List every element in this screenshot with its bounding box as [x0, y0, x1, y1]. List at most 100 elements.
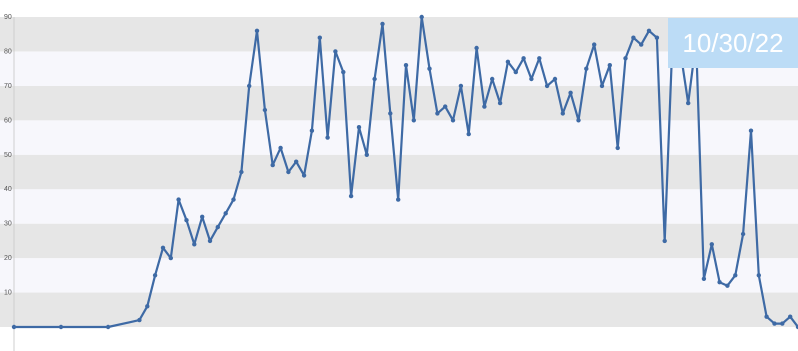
data-point	[662, 238, 667, 244]
data-point	[192, 242, 197, 247]
data-point	[709, 242, 714, 247]
data-point	[286, 169, 291, 175]
data-point	[152, 273, 158, 278]
data-point	[411, 118, 416, 123]
data-point	[262, 107, 268, 113]
data-point	[772, 321, 777, 326]
data-point	[607, 62, 612, 68]
y-tick-label: 30	[4, 221, 12, 228]
data-point	[497, 100, 503, 106]
data-point	[215, 224, 220, 230]
y-axis-tick-labels: 10 20 30 40 50 60 70 80 90	[4, 14, 12, 297]
data-point	[529, 76, 534, 82]
data-point	[568, 90, 573, 96]
data-point	[137, 317, 142, 323]
data-point	[756, 273, 761, 278]
data-point	[490, 76, 495, 82]
data-point	[317, 35, 322, 40]
data-point	[521, 56, 526, 61]
date-label: 10/30/22	[682, 27, 784, 58]
plot-top-margin	[0, 0, 798, 17]
data-point	[435, 111, 440, 116]
data-point	[419, 14, 424, 20]
data-point	[239, 169, 244, 175]
data-point	[341, 69, 346, 75]
data-point	[388, 111, 393, 116]
data-point	[623, 56, 628, 61]
data-point	[686, 100, 691, 106]
y-tick-label: 80	[4, 48, 12, 55]
data-point	[458, 83, 464, 89]
data-point	[294, 159, 299, 164]
data-point	[701, 276, 707, 281]
series-line	[14, 15, 798, 329]
y-tick-label: 60	[4, 117, 12, 124]
data-point	[11, 324, 17, 330]
data-point	[482, 104, 487, 109]
data-point	[176, 197, 181, 202]
data-point	[184, 218, 189, 223]
data-point	[631, 35, 636, 40]
y-tick-label: 40	[4, 186, 12, 193]
data-point	[537, 56, 542, 61]
data-point	[474, 45, 479, 51]
data-point	[403, 62, 409, 68]
data-point	[58, 324, 64, 330]
data-point	[348, 193, 354, 199]
grid-band	[0, 258, 798, 293]
data-point	[788, 314, 793, 319]
grid-band	[0, 51, 798, 86]
data-point	[364, 152, 369, 157]
data-point	[764, 314, 769, 319]
data-point	[654, 35, 660, 40]
data-point	[466, 131, 471, 137]
data-point	[105, 324, 111, 330]
data-point	[231, 197, 236, 202]
data-point	[325, 135, 330, 140]
data-point	[427, 66, 432, 71]
data-point	[615, 145, 620, 151]
grid-band	[0, 85, 798, 121]
data-point	[505, 59, 511, 64]
data-point	[560, 111, 565, 116]
data-point	[544, 83, 550, 89]
data-point	[725, 283, 730, 288]
data-point	[380, 21, 385, 27]
data-point	[733, 273, 738, 278]
data-point	[646, 28, 652, 33]
data-point	[168, 255, 173, 261]
grid-band	[0, 17, 798, 52]
data-point	[200, 214, 205, 219]
data-point	[584, 66, 589, 71]
data-point	[160, 245, 166, 250]
data-point	[639, 42, 644, 47]
data-point	[599, 83, 605, 89]
data-point	[223, 211, 228, 216]
series-points	[11, 14, 798, 330]
data-point	[207, 238, 213, 244]
data-point	[301, 173, 307, 178]
data-point	[795, 324, 798, 330]
grid-band	[0, 120, 798, 155]
data-point	[309, 128, 315, 133]
data-point	[748, 128, 754, 133]
y-tick-label: 50	[4, 152, 12, 159]
data-point	[145, 304, 150, 309]
data-point	[780, 321, 785, 326]
grid-band	[0, 223, 798, 259]
data-point	[247, 83, 252, 89]
y-tick-label: 90	[4, 14, 12, 21]
data-point	[278, 145, 283, 151]
data-point	[396, 197, 401, 202]
data-point	[717, 280, 722, 285]
data-point	[513, 69, 518, 75]
data-point	[270, 162, 275, 168]
data-point	[576, 118, 581, 123]
data-point	[740, 231, 746, 237]
data-point	[592, 42, 597, 47]
y-tick-label: 20	[4, 255, 12, 262]
data-point	[356, 125, 362, 130]
data-point	[372, 76, 377, 82]
data-point	[552, 76, 558, 82]
